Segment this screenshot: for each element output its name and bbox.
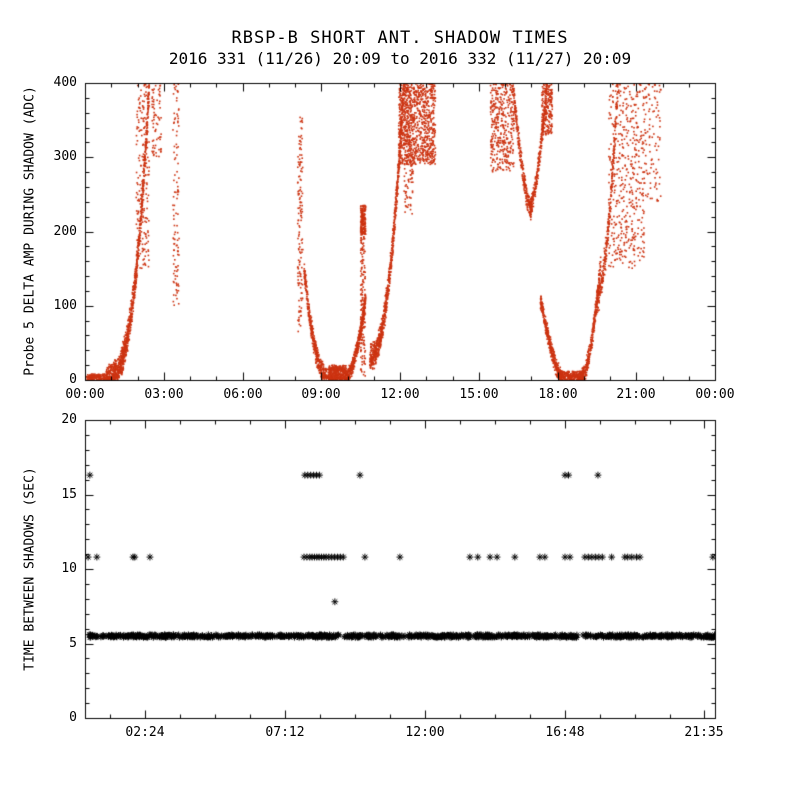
- x-tick-label: 21:00: [616, 387, 656, 402]
- y-tick-label: 200: [53, 224, 77, 239]
- x-tick-label: 12:00: [405, 725, 445, 740]
- y-tick-label: 15: [61, 487, 77, 502]
- chart-title: RBSP-B SHORT ANT. SHADOW TIMES: [231, 28, 569, 48]
- x-tick-label: 12:00: [380, 387, 420, 402]
- y-tick-label: 400: [53, 75, 77, 90]
- x-tick-label: 02:24: [125, 725, 165, 740]
- y-tick-label: 0: [69, 372, 77, 387]
- x-tick-label: 03:00: [144, 387, 184, 402]
- x-tick-label: 00:00: [65, 387, 105, 402]
- x-tick-label: 07:12: [265, 725, 305, 740]
- y-tick-label: 20: [61, 412, 77, 427]
- y-tick-label: 300: [53, 149, 77, 164]
- y-tick-label: 10: [61, 561, 77, 576]
- y-tick-label: 0: [69, 710, 77, 725]
- x-tick-label: 21:35: [684, 725, 724, 740]
- x-tick-label: 09:00: [301, 387, 341, 402]
- x-tick-label: 00:00: [695, 387, 735, 402]
- x-tick-label: 18:00: [538, 387, 578, 402]
- x-tick-label: 16:48: [545, 725, 585, 740]
- x-tick-label: 06:00: [223, 387, 263, 402]
- x-tick-label: 15:00: [459, 387, 499, 402]
- y-tick-label: 100: [53, 298, 77, 313]
- chart-subtitle: 2016 331 (11/26) 20:09 to 2016 332 (11/2…: [168, 49, 632, 68]
- y-tick-label: 5: [69, 636, 77, 651]
